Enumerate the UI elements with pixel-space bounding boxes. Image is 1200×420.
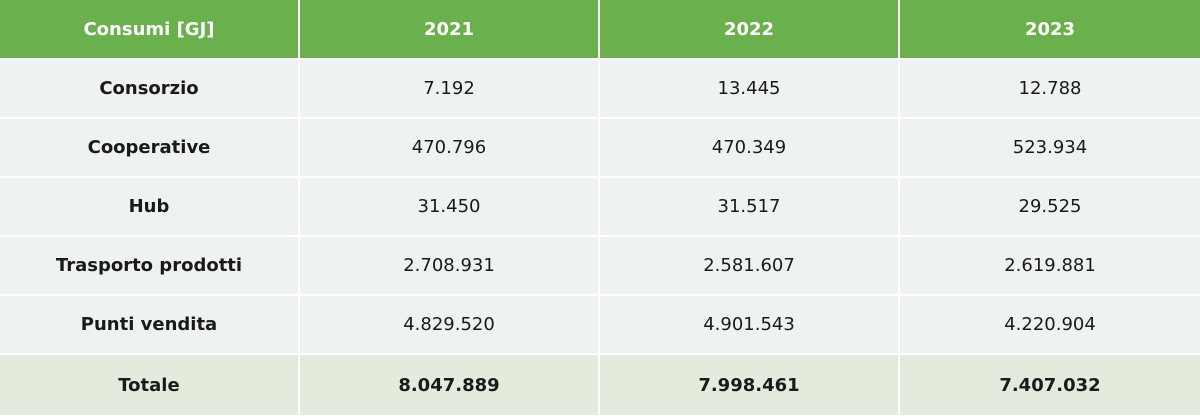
table-cell: 31.517 <box>600 178 900 237</box>
total-cell: 7.407.032 <box>900 355 1200 417</box>
table-cell: 2.581.607 <box>600 237 900 296</box>
row-label: Trasporto prodotti <box>0 237 300 296</box>
table-cell: 2.619.881 <box>900 237 1200 296</box>
table-cell: 29.525 <box>900 178 1200 237</box>
total-cell: 8.047.889 <box>300 355 600 417</box>
row-label: Consorzio <box>0 60 300 119</box>
table-cell: 2.708.931 <box>300 237 600 296</box>
table-cell: 12.788 <box>900 60 1200 119</box>
row-label: Hub <box>0 178 300 237</box>
header-cell-2021: 2021 <box>300 0 600 60</box>
table-cell: 470.349 <box>600 119 900 178</box>
table-cell: 31.450 <box>300 178 600 237</box>
header-cell-2023: 2023 <box>900 0 1200 60</box>
total-label: Totale <box>0 355 300 417</box>
header-cell-2022: 2022 <box>600 0 900 60</box>
table-cell: 523.934 <box>900 119 1200 178</box>
table-cell: 470.796 <box>300 119 600 178</box>
table-cell: 7.192 <box>300 60 600 119</box>
table-cell: 4.220.904 <box>900 296 1200 355</box>
table-cell: 13.445 <box>600 60 900 119</box>
table-cell: 4.901.543 <box>600 296 900 355</box>
header-cell-label: Consumi [GJ] <box>0 0 300 60</box>
row-label: Cooperative <box>0 119 300 178</box>
total-cell: 7.998.461 <box>600 355 900 417</box>
row-label: Punti vendita <box>0 296 300 355</box>
table-cell: 4.829.520 <box>300 296 600 355</box>
